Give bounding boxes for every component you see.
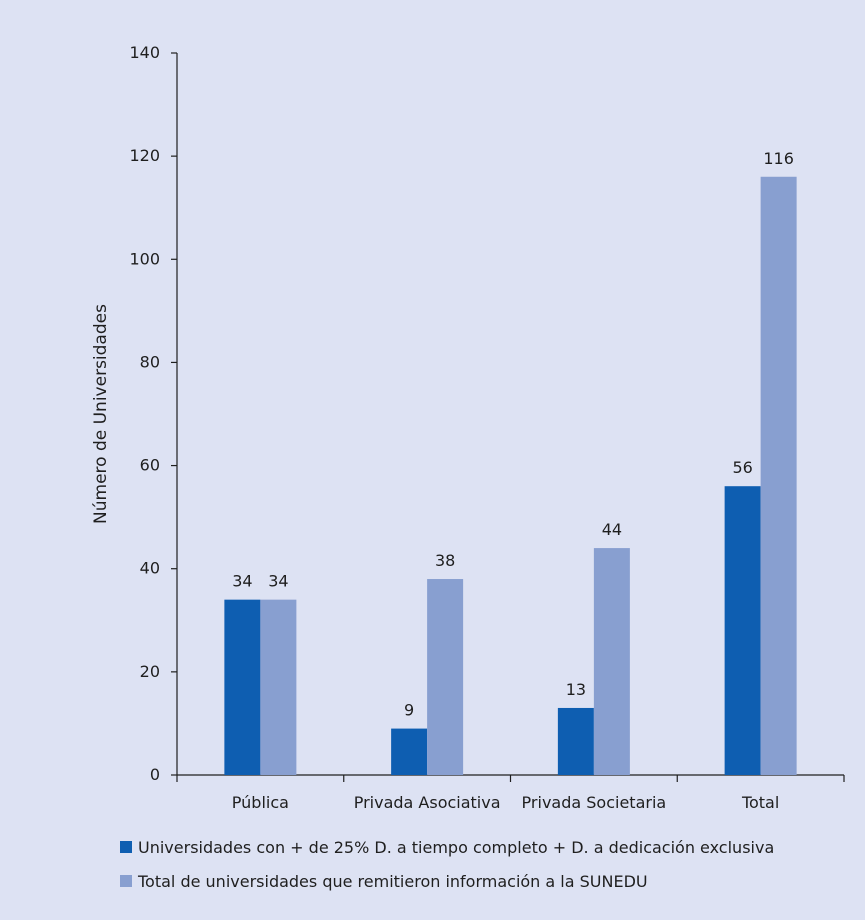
- y-axis-title: Número de Universidades: [91, 304, 111, 524]
- bar-series-1: [224, 599, 261, 775]
- data-label-series-1: 56: [732, 458, 752, 477]
- legend-swatch-series-1: [120, 841, 132, 853]
- legend-item-series-2: Total de universidades que remitieron in…: [120, 870, 860, 892]
- y-tick-label: 60: [140, 456, 160, 475]
- data-label-series-2: 38: [435, 551, 455, 570]
- bar-series-1: [391, 728, 428, 775]
- legend: Universidades con + de 25% D. a tiempo c…: [120, 836, 860, 904]
- x-category-label: Total: [741, 793, 779, 812]
- data-label-series-2: 34: [268, 572, 288, 591]
- y-tick-label: 40: [140, 559, 160, 578]
- y-tick-label: 120: [129, 146, 160, 165]
- legend-label-series-1: Universidades con + de 25% D. a tiempo c…: [138, 837, 775, 857]
- y-tick-label: 0: [150, 765, 160, 784]
- bar-series-2: [260, 599, 297, 775]
- x-category-label: Pública: [232, 793, 289, 812]
- data-labels: 34 9 13 56 34 38 44 116: [232, 149, 794, 720]
- data-label-series-1: 34: [232, 572, 252, 591]
- y-tick-label: 20: [140, 662, 160, 681]
- data-label-series-2: 116: [763, 149, 794, 168]
- x-axis: Pública Privada Asociativa Privada Societa…: [176, 774, 845, 812]
- y-axis: 0 20 40 60 80 100 120 140: [129, 43, 178, 784]
- data-label-series-1: 9: [404, 701, 414, 720]
- y-tick-label: 140: [129, 43, 160, 62]
- y-tick-label: 100: [129, 249, 160, 268]
- bars: [224, 176, 797, 775]
- legend-label-series-2: Total de universidades que remitieron in…: [138, 871, 648, 891]
- bar-series-2: [427, 579, 464, 775]
- legend-swatch-series-2: [120, 875, 132, 887]
- bar-series-1: [557, 707, 594, 775]
- data-label-series-1: 13: [566, 680, 586, 699]
- x-category-label: Privada Societaria: [522, 793, 667, 812]
- data-label-series-2: 44: [602, 520, 622, 539]
- bar-series-1: [724, 486, 761, 775]
- y-tick-label: 80: [140, 352, 160, 371]
- bar-series-2: [760, 176, 797, 775]
- bar-series-2: [593, 548, 630, 775]
- legend-item-series-1: Universidades con + de 25% D. a tiempo c…: [120, 836, 860, 858]
- x-category-label: Privada Asociativa: [354, 793, 501, 812]
